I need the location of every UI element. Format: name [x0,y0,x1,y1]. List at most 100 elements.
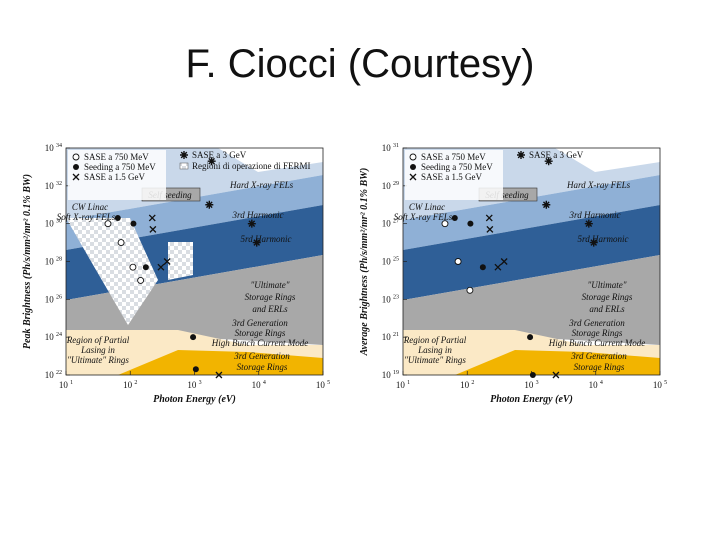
legend-background [405,150,503,200]
data-point [552,371,560,379]
data-point [157,263,165,271]
average-brightness-chart: 10 1 10 2 10 3 10 4 10 5 10 19 10 21 10 23 10 25… [359,143,667,405]
region-label: and ERLs [252,304,288,314]
data-point [451,214,458,221]
region-label: Soft X-ray FELs [394,212,453,222]
region-label: Self seeding [148,190,192,200]
legend-label: SASE a 3 GeV [529,150,584,160]
data-point [104,220,112,228]
band-gray-ultimate [403,255,660,345]
fermi-region-1 [66,218,158,325]
legend-marker-filled-circle [410,164,416,170]
series-star [542,157,598,247]
data-point [117,239,125,247]
x-tick-label: 10 2 [460,380,474,390]
data-point [247,219,256,228]
region-label: Hard X-ray FELs [566,180,631,190]
fermi-region-2 [168,242,193,280]
data-point [466,286,474,294]
data-point [190,334,197,341]
data-point [467,220,474,227]
series-filled-circle [114,214,199,373]
y-tick-label: 10 24 [45,332,62,342]
band-gold [118,350,323,375]
data-point [542,200,551,209]
region-label: 3rd Harmonic [569,210,621,220]
legend-label: Seeding a 750 MeV [84,162,156,172]
region-label: Region of Partial [66,335,130,345]
region-label: High Bunch Current Mode [548,338,645,348]
data-point [486,225,494,233]
data-point [441,220,449,228]
band-gray-ultimate [66,255,323,345]
series-open-circle [104,220,145,284]
y-tick-label: 10 30 [45,219,62,229]
y-tick-label: 10 28 [45,257,62,267]
legend-label: Seeding a 750 MeV [421,162,493,172]
series-star [205,157,261,247]
region-label: 3rd Generation [233,351,290,361]
data-point [527,334,534,341]
x-tick-label: 10 4 [589,380,603,390]
data-point [485,214,493,222]
y-tick-label: 10 25 [382,257,399,267]
region-label: Storage Rings [582,292,633,302]
legend-marker-filled-circle [73,164,79,170]
region-label: Self seeding [485,190,529,200]
data-point [207,157,216,166]
region-label: 5rd Harmonic [578,234,629,244]
legend-background [68,150,166,200]
region-label: "Ultimate" [587,280,626,290]
legend-marker-star [180,151,188,159]
region-label: Soft X-ray FELs [57,212,116,222]
y-tick-label: 10 32 [45,181,62,191]
region-label: 3rd Generation [570,351,627,361]
band-white-top [555,148,660,172]
y-tick-label: 10 26 [45,294,62,304]
region-label: "Ultimate" Rings [404,355,466,365]
peak-brightness-chart: 10 1 10 2 10 3 10 4 10 5 10 22 10 24 10 26 10 28… [22,143,330,405]
data-point [142,264,149,271]
region-label: Storage Rings [572,328,623,338]
x-tick-label: 10 3 [187,380,201,390]
data-point [130,220,137,227]
band-white-top [218,148,323,172]
legend-marker-box [179,162,189,170]
region-label: Storage Rings [574,362,625,372]
band-gold [455,350,660,375]
x-axis-label: Photon Energy (eV) [153,394,236,405]
legend-label: Regioni di operazione di FERMI [192,161,310,171]
data-point [479,264,486,271]
region-label: 3rd Generation [568,318,625,328]
data-point [149,225,157,233]
region-label: 5rd Harmonic [241,234,292,244]
data-point [589,238,598,247]
data-point [192,366,199,373]
y-tick-label: 10 29 [382,181,399,191]
series-open-circle [441,220,474,294]
series-filled-circle [451,214,536,378]
y-tick-label: 10 21 [382,332,399,342]
x-tick-label: 10 3 [524,380,538,390]
region-label: "Ultimate" [250,280,289,290]
legend-label: SASE a 1.5 GeV [84,172,145,182]
data-point [544,157,553,166]
band-dark-blue [403,205,660,300]
series-cross [485,214,560,379]
series-cross [148,214,223,379]
data-point [129,263,137,271]
region-label: Storage Rings [237,362,288,372]
y-axis-label: Peak Brightness (Ph/s/mm²/mr² 0.1% BW) [22,174,33,349]
region-label: High Bunch Current Mode [211,338,308,348]
legend-label: SASE a 750 MeV [84,152,149,162]
y-tick-label: 10 23 [382,294,399,304]
data-point [494,263,502,271]
legend-marker-open-circle [409,153,417,161]
y-tick-label: 10 27 [382,219,399,229]
region-label: CW Linac [409,202,445,212]
legend-marker-cross [72,173,80,181]
legend-label: SASE a 750 MeV [421,152,486,162]
data-point [584,219,593,228]
x-tick-label: 10 5 [653,380,667,390]
